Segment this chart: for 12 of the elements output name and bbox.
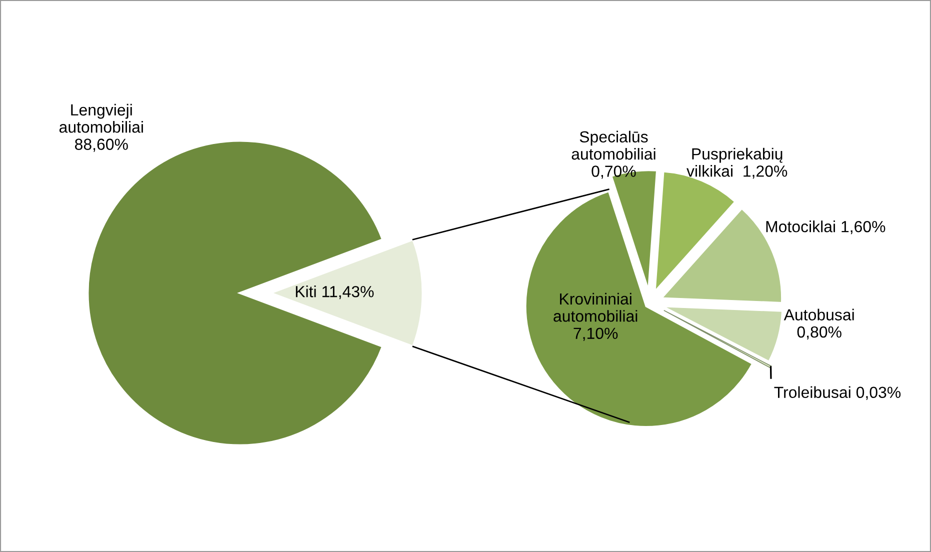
slice-label: Kiti 11,43% bbox=[296, 286, 374, 300]
data-label: 0,80% bbox=[797, 326, 842, 340]
slice-label: Motociklai 1,60% bbox=[766, 220, 886, 234]
data-label: 7,10% bbox=[574, 328, 618, 341]
slice-label: Specialūs automobiliai bbox=[572, 130, 656, 160]
slice-label: Puspriekabių vilkikai 1,20% bbox=[686, 148, 788, 179]
slice-label: Autobusai bbox=[784, 308, 854, 320]
data-label: 0,70% bbox=[592, 166, 636, 179]
data-label: 88,60% bbox=[75, 138, 128, 152]
slice-label: Troleibusai 0,03% bbox=[774, 386, 901, 400]
slice-label: Krovininiai automobiliai bbox=[554, 292, 638, 322]
slice-label: Lengvieji automobiliai bbox=[59, 104, 143, 133]
